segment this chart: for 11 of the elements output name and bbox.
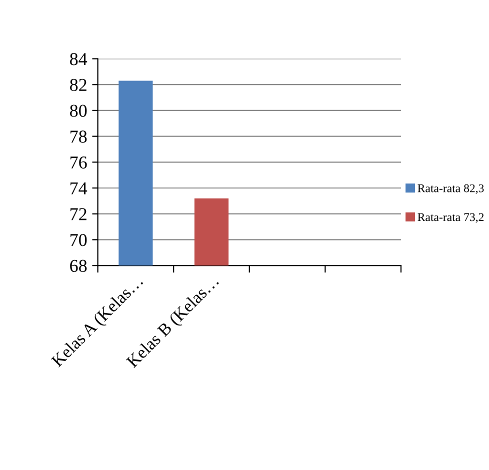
y-tick-label: 78 — [70, 130, 87, 143]
y-tick-label: 82 — [70, 78, 86, 92]
y-tick-label: 72 — [70, 208, 86, 220]
y-tick-label: 74 — [70, 182, 88, 194]
y-tick-label: 84 — [70, 53, 88, 66]
y-tick-label: 68 — [70, 260, 87, 272]
legend-label: Rata-rata 73,2 — [418, 213, 484, 223]
legend-label: Rata-rata 82,3 — [418, 184, 484, 194]
y-tick-label: 76 — [70, 156, 87, 169]
y-tick-label: 80 — [70, 104, 87, 117]
y-tick-label: 70 — [70, 234, 87, 246]
